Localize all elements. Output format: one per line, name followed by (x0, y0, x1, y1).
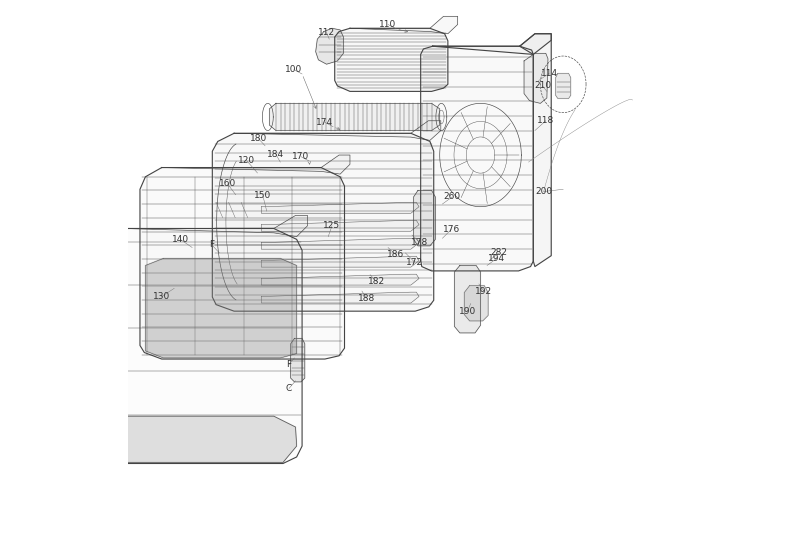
Polygon shape (162, 155, 350, 174)
Text: 160: 160 (219, 180, 236, 188)
Text: 118: 118 (537, 116, 554, 125)
Polygon shape (105, 416, 297, 462)
Text: 190: 190 (459, 307, 476, 316)
Text: 110: 110 (379, 20, 397, 29)
Polygon shape (262, 220, 419, 231)
Polygon shape (212, 133, 434, 311)
Polygon shape (146, 258, 297, 358)
Polygon shape (414, 190, 435, 246)
Polygon shape (262, 256, 419, 267)
Polygon shape (124, 215, 307, 237)
Polygon shape (262, 238, 419, 249)
Text: 114: 114 (541, 69, 558, 78)
Text: 120: 120 (238, 156, 255, 165)
Text: 180: 180 (250, 134, 267, 143)
Text: F: F (210, 240, 214, 249)
Polygon shape (421, 46, 534, 271)
Polygon shape (555, 73, 571, 98)
Text: 192: 192 (475, 287, 492, 295)
Polygon shape (290, 338, 305, 382)
Polygon shape (520, 34, 551, 267)
Text: 140: 140 (172, 235, 189, 244)
Text: 112: 112 (318, 28, 335, 37)
Text: 194: 194 (488, 254, 506, 263)
Polygon shape (316, 28, 343, 64)
Text: 176: 176 (442, 225, 460, 234)
Text: 150: 150 (254, 191, 271, 200)
Text: F: F (286, 360, 291, 369)
Polygon shape (334, 28, 448, 91)
Text: 178: 178 (411, 238, 428, 246)
Text: 174: 174 (316, 118, 334, 127)
Text: 186: 186 (387, 250, 404, 259)
Polygon shape (140, 168, 345, 359)
Text: 125: 125 (323, 221, 341, 230)
Text: 210: 210 (534, 82, 551, 90)
Text: 172: 172 (406, 258, 423, 267)
Text: 188: 188 (358, 294, 375, 302)
Polygon shape (101, 228, 302, 463)
Text: 130: 130 (153, 292, 170, 301)
Text: 182: 182 (368, 277, 385, 286)
Text: 260: 260 (444, 193, 461, 201)
Text: C: C (286, 384, 292, 393)
Polygon shape (464, 286, 488, 321)
Polygon shape (454, 265, 481, 333)
Text: 184: 184 (267, 150, 285, 159)
Polygon shape (350, 16, 458, 34)
Polygon shape (262, 292, 419, 303)
Text: 200: 200 (535, 187, 552, 196)
Text: 100: 100 (286, 65, 302, 74)
Polygon shape (433, 34, 551, 54)
Polygon shape (524, 53, 548, 103)
Polygon shape (234, 121, 441, 140)
Polygon shape (262, 202, 419, 213)
Text: 170: 170 (292, 152, 310, 161)
Polygon shape (262, 274, 419, 285)
Text: 282: 282 (490, 249, 507, 257)
Polygon shape (270, 103, 440, 131)
